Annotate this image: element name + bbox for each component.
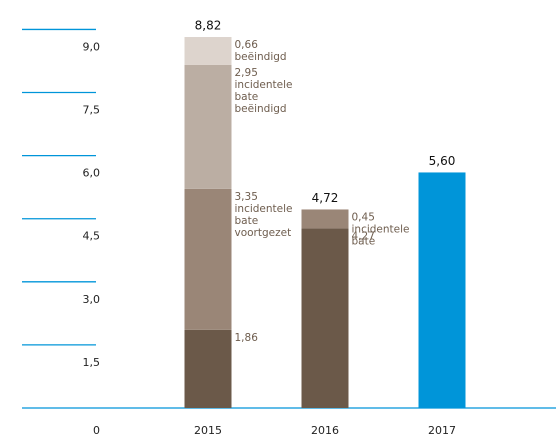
segment-value-label: 1,86 — [235, 332, 259, 344]
y-tick-label: 0 — [93, 424, 100, 435]
segment-label: incidentele — [235, 203, 293, 215]
y-tick-label: 6,0 — [83, 167, 101, 180]
total-label: 4,72 — [312, 191, 339, 205]
bar-segment — [301, 228, 349, 408]
segment-label: beëindigd — [235, 103, 287, 115]
total-label: 8,82 — [195, 19, 222, 33]
segment-label: beëindigd — [235, 51, 287, 63]
bar-segment — [301, 209, 349, 229]
bar-segment — [184, 64, 232, 189]
segment-label: bate — [235, 91, 259, 103]
total-label: 5,60 — [429, 154, 456, 168]
y-tick-label: 9,0 — [83, 40, 101, 53]
bar-segment — [184, 188, 232, 330]
bar-segment — [184, 37, 232, 65]
segment-label: incidentele — [235, 79, 293, 91]
segment-label: bate — [352, 235, 376, 247]
y-tick-label: 4,5 — [83, 230, 101, 243]
x-tick-label: 2017 — [428, 424, 456, 435]
bar-segment — [418, 172, 466, 408]
segment-label: bate — [235, 215, 259, 227]
y-tick-label: 3,0 — [83, 293, 101, 306]
segment-value-label: 3,35 — [235, 191, 258, 203]
segment-value-label: 0,66 — [235, 39, 259, 51]
segment-value-label: 2,95 — [235, 67, 258, 79]
y-tick-label: 1,5 — [83, 356, 101, 369]
segment-value-label: 0,45 — [352, 211, 375, 223]
y-tick-label: 7,5 — [83, 104, 101, 117]
x-tick-label: 2015 — [194, 424, 222, 435]
segment-value-label: 4,27 — [352, 230, 375, 242]
bar-segment — [184, 329, 232, 408]
segment-label: incidentele — [352, 223, 410, 235]
segment-label: voortgezet — [235, 227, 292, 239]
x-tick-label: 2016 — [311, 424, 339, 435]
